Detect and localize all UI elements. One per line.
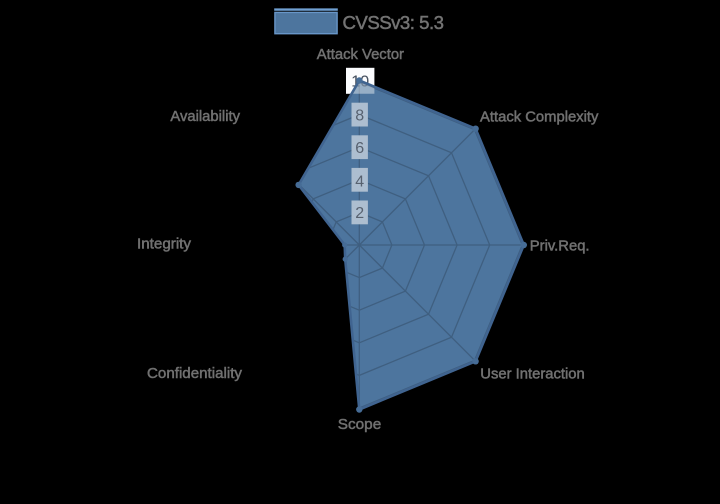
svg-text:User Interaction: User Interaction [480,367,584,383]
svg-text:2: 2 [355,205,364,222]
svg-text:Integrity: Integrity [137,237,192,253]
svg-text:Scope: Scope [338,417,382,433]
svg-text:CVSSv3: 5.3: CVSSv3: 5.3 [343,12,444,33]
svg-text:Availability: Availability [170,109,240,125]
svg-text:Priv.Req.: Priv.Req. [530,239,590,255]
svg-text:Attack Complexity: Attack Complexity [480,110,599,126]
svg-text:8: 8 [355,107,364,124]
svg-text:6: 6 [355,140,364,157]
svg-text:Attack Vector: Attack Vector [317,47,404,63]
svg-text:Confidentiality: Confidentiality [147,366,243,382]
svg-text:4: 4 [355,174,364,191]
